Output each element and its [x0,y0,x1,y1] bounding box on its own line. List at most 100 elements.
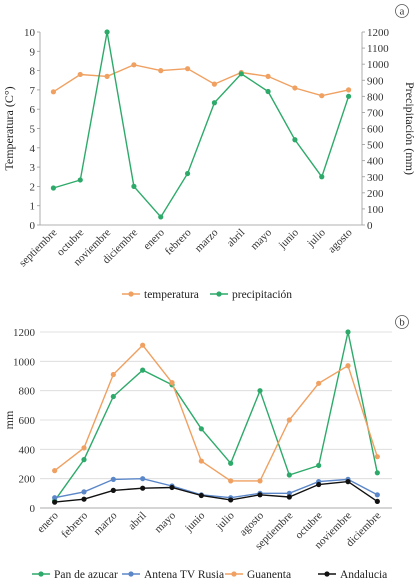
data-point-precipitacion [50,185,57,191]
series-line-andalucia [54,480,378,503]
series-line-guanenta [54,344,378,482]
legend-marker-precipitacion [216,291,222,297]
panel-label-circle [395,315,409,329]
data-point-andalucia [257,492,263,498]
y2-tick-label: 300 [367,172,384,184]
data-point-temperatura [265,73,271,79]
y-tick-label: 400 [19,444,36,456]
data-point-guanenta [52,468,58,474]
data-point-precipitacion [158,214,164,220]
data-point-temperatura [50,89,57,95]
data-point-pan-de-azucar [257,388,263,394]
x-tick-label-julio: julio [213,509,237,533]
x-tick-label-mayo: mayo [248,226,274,252]
data-point-guanenta [316,380,322,386]
y2-tick-label: 800 [367,91,384,103]
y-tick-label: 10 [24,27,36,39]
y2-tick-label: 200 [367,188,384,200]
y-tick-label: 200 [19,474,36,486]
y-tick-label: 8 [30,66,36,78]
x-tick-label-febrero: febrero [59,509,90,540]
data-point-antena-tv-rusia [52,495,58,501]
data-point-andalucia [110,487,116,493]
y2-tick-label: 600 [367,124,384,136]
data-point-pan-de-azucar [345,329,351,335]
legend-marker-guanenta [231,571,237,577]
y2-tick-label: 1200 [367,27,390,39]
data-point-andalucia [169,484,175,491]
x-tick-label-febrero: febrero [163,226,194,257]
data-point-antena-tv-rusia [110,476,116,482]
y-tick-label: 600 [19,415,36,427]
data-point-temperatura [131,62,137,68]
data-point-pan-de-azucar [374,470,380,476]
y2-tick-label: 700 [367,107,384,119]
data-point-temperatura [104,73,110,79]
series-line-antena-tv-rusia [54,477,378,499]
data-point-precipitacion [184,170,191,177]
x-tick-label-abril: abril [225,227,248,250]
x-tick-label-marzo: marzo [92,509,120,537]
data-point-guanenta [110,371,116,378]
legend-label-pan-de-azucar: Pan de azucar [54,569,118,581]
y2-tick-label: 900 [367,75,384,87]
y2-tick-label: 500 [367,140,384,152]
data-point-pan-de-azucar [81,457,87,463]
data-point-andalucia [228,497,234,503]
data-point-antena-tv-rusia [140,476,146,482]
y2-tick-label: 400 [367,156,384,168]
data-point-precipitacion [292,137,298,143]
data-point-temperatura [184,66,191,72]
y-tick-label: 2 [30,181,36,193]
data-point-antena-tv-rusia [374,492,380,498]
data-point-temperatura [158,68,164,74]
data-point-pan-de-azucar [198,426,204,432]
data-point-precipitacion [238,71,244,77]
legend-label-antena-tv-rusia: Antena TV Rusia [144,569,224,581]
y2-tick-label: 0 [367,220,373,232]
y2-tick-label: 1100 [367,43,389,55]
x-tick-label-abril: abril [126,510,149,533]
data-point-guanenta [374,454,380,460]
series-line-pan-de-azucar [54,331,378,502]
data-point-precipitacion [265,88,271,95]
series-line-precipitacion [53,31,350,219]
y-tick-label: 0 [30,503,36,515]
data-point-precipitacion [131,183,137,189]
panel-label-circle [395,4,409,18]
y2-tick-label: 1000 [367,59,390,71]
data-point-pan-de-azucar [286,472,292,478]
data-point-antena-tv-rusia [81,489,87,495]
data-point-guanenta [257,478,263,484]
legend-marker-temperatura [128,291,134,297]
series-line-temperatura [53,64,349,97]
data-point-guanenta [198,458,204,464]
data-point-temperatura [292,85,298,91]
data-point-guanenta [345,363,351,369]
x-tick-label-septiembre: septiembre [17,227,60,270]
data-point-andalucia [374,498,380,504]
y-tick-label: 1000 [13,356,36,368]
data-point-andalucia [198,492,204,499]
y-tick-label: 7 [30,85,36,97]
data-point-andalucia [345,479,351,485]
y-tick-label: 800 [19,386,36,398]
y-axis-title: mm [2,410,16,429]
y-axis-title: Temperatura (C°) [2,86,16,170]
data-point-pan-de-azucar [316,462,322,469]
y-tick-label: 4 [30,143,36,155]
legend-marker-andalucia [324,571,330,577]
panel-label: a [400,6,405,18]
x-tick-label-junio: junio [276,226,302,252]
x-tick-label-marzo: marzo [193,226,221,254]
data-point-guanenta [286,417,292,423]
data-point-temperatura [211,81,218,87]
legend-label-precipitacion: precipitación [232,289,292,301]
y-tick-label: 5 [30,124,36,136]
data-point-precipitacion [319,174,325,180]
panel-label: b [399,317,405,329]
data-point-temperatura [345,87,352,93]
